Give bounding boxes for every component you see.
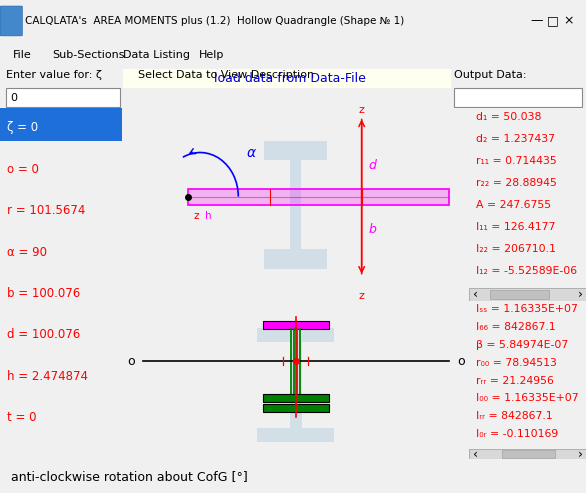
Text: Help: Help bbox=[199, 50, 224, 60]
Text: z: z bbox=[359, 105, 364, 115]
Text: t = 0: t = 0 bbox=[7, 411, 37, 424]
Text: Data Listing: Data Listing bbox=[123, 50, 190, 60]
Text: o: o bbox=[127, 354, 134, 368]
Text: rᵣᵣ = 21.24956: rᵣᵣ = 21.24956 bbox=[476, 376, 554, 386]
Text: r = 101.5674: r = 101.5674 bbox=[7, 204, 86, 217]
Text: d = 100.076: d = 100.076 bbox=[7, 328, 80, 341]
FancyBboxPatch shape bbox=[469, 449, 586, 459]
Text: ›: › bbox=[578, 448, 582, 461]
FancyBboxPatch shape bbox=[123, 69, 451, 88]
Text: o: o bbox=[457, 354, 465, 368]
Text: I₆₆ = 842867.1: I₆₆ = 842867.1 bbox=[476, 322, 556, 332]
FancyBboxPatch shape bbox=[490, 290, 548, 299]
Text: 0: 0 bbox=[11, 93, 18, 103]
Bar bbox=[257, 328, 334, 342]
Bar bbox=[188, 188, 448, 205]
Bar bbox=[291, 160, 301, 249]
Text: b: b bbox=[369, 223, 376, 237]
Bar bbox=[263, 404, 329, 412]
FancyBboxPatch shape bbox=[0, 6, 22, 36]
Text: CALQLATA's  AREA MOMENTS plus (1.2)  Hollow Quadrangle (Shape № 1): CALQLATA's AREA MOMENTS plus (1.2) Hollo… bbox=[25, 16, 404, 26]
Bar bbox=[263, 320, 329, 328]
Text: ×: × bbox=[564, 14, 574, 28]
Text: r₀₀ = 78.94513: r₀₀ = 78.94513 bbox=[476, 358, 557, 368]
Text: r₂₂ = 28.88945: r₂₂ = 28.88945 bbox=[476, 178, 557, 188]
Text: α = 90: α = 90 bbox=[7, 246, 47, 258]
Text: h = 2.474874: h = 2.474874 bbox=[7, 370, 88, 383]
Bar bbox=[264, 249, 327, 269]
Text: I₀ᵣ = -0.110169: I₀ᵣ = -0.110169 bbox=[476, 429, 558, 439]
Text: α: α bbox=[247, 145, 256, 160]
Text: Output Data:: Output Data: bbox=[454, 70, 527, 80]
Text: r₁₁ = 0.714435: r₁₁ = 0.714435 bbox=[476, 156, 557, 166]
Text: ζ = 0: ζ = 0 bbox=[7, 121, 39, 134]
Text: d₂ = 1.237437: d₂ = 1.237437 bbox=[476, 134, 556, 144]
FancyBboxPatch shape bbox=[0, 108, 122, 141]
Text: □: □ bbox=[547, 14, 558, 28]
Bar bbox=[289, 342, 302, 428]
Text: β = 5.84974E-07: β = 5.84974E-07 bbox=[476, 340, 568, 350]
Text: File: File bbox=[13, 50, 32, 60]
Bar bbox=[264, 141, 327, 160]
Text: I₂₂ = 206710.1: I₂₂ = 206710.1 bbox=[476, 244, 556, 253]
FancyBboxPatch shape bbox=[454, 88, 582, 107]
Text: I₁₁ = 126.4177: I₁₁ = 126.4177 bbox=[476, 222, 556, 232]
Text: z: z bbox=[359, 291, 364, 301]
Text: b = 100.076: b = 100.076 bbox=[7, 287, 80, 300]
Bar bbox=[263, 393, 329, 401]
Text: Iₛₛ = 1.16335E+07: Iₛₛ = 1.16335E+07 bbox=[476, 305, 578, 315]
Bar bbox=[257, 428, 334, 442]
Text: z: z bbox=[193, 211, 199, 221]
Text: Enter value for: ζ: Enter value for: ζ bbox=[6, 70, 102, 80]
Text: —: — bbox=[530, 14, 543, 28]
Text: I₁₂ = -5.52589E-06: I₁₂ = -5.52589E-06 bbox=[476, 266, 578, 276]
Text: Sub-Sections: Sub-Sections bbox=[53, 50, 125, 60]
Text: load data from Data-File: load data from Data-File bbox=[214, 72, 366, 85]
Text: I₀₀ = 1.16335E+07: I₀₀ = 1.16335E+07 bbox=[476, 393, 579, 403]
FancyBboxPatch shape bbox=[502, 451, 554, 458]
Text: d₁ = 50.038: d₁ = 50.038 bbox=[476, 112, 542, 122]
FancyBboxPatch shape bbox=[469, 288, 586, 301]
FancyBboxPatch shape bbox=[6, 88, 120, 107]
Text: Select Data to View Description: Select Data to View Description bbox=[138, 70, 314, 80]
Bar bbox=[188, 188, 448, 205]
Text: h: h bbox=[205, 211, 212, 221]
Text: Iᵣᵣ = 842867.1: Iᵣᵣ = 842867.1 bbox=[476, 411, 553, 421]
Text: ›: › bbox=[578, 288, 582, 301]
Text: A = 247.6755: A = 247.6755 bbox=[476, 200, 551, 210]
Text: ‹: ‹ bbox=[473, 448, 478, 461]
Text: ‹: ‹ bbox=[473, 288, 478, 301]
Text: o = 0: o = 0 bbox=[7, 163, 39, 176]
Text: d: d bbox=[369, 159, 376, 173]
Text: anti-clockwise rotation about CofG [°]: anti-clockwise rotation about CofG [°] bbox=[11, 470, 247, 483]
